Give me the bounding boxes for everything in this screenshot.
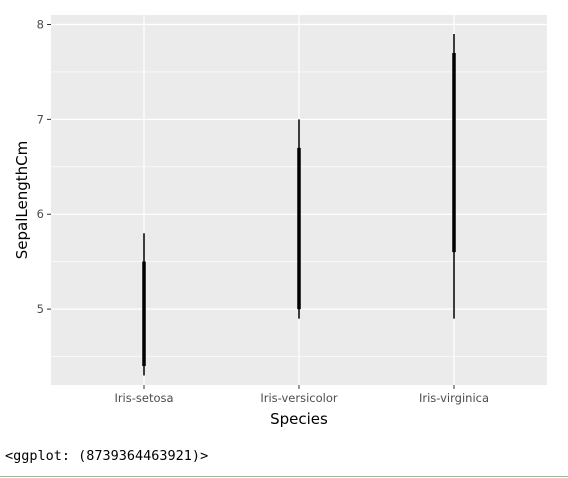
y-tick-label: 5	[37, 302, 44, 316]
x-tick-label: Iris-setosa	[114, 391, 173, 405]
y-axis: 5 6 7 8	[37, 17, 51, 316]
y-tick-label: 8	[37, 17, 44, 31]
console-output: <ggplot: (8739364463921)>	[5, 448, 209, 464]
x-tick-label: Iris-versicolor	[260, 391, 338, 405]
cell-divider	[0, 476, 568, 477]
boxplot-marks	[142, 33, 456, 376]
y-axis-title: SepalLengthCm	[13, 141, 31, 259]
y-tick-label: 7	[37, 112, 44, 126]
chart: 5 6 7 8 Iris-setosa Iris-versicolor Iris-virg…	[13, 15, 547, 428]
x-axis: Iris-setosa Iris-versicolor Iris-virginica	[114, 385, 489, 405]
y-tick-label: 6	[37, 207, 44, 221]
x-axis-title: Species	[270, 410, 328, 428]
x-tick-label: Iris-virginica	[419, 391, 489, 405]
